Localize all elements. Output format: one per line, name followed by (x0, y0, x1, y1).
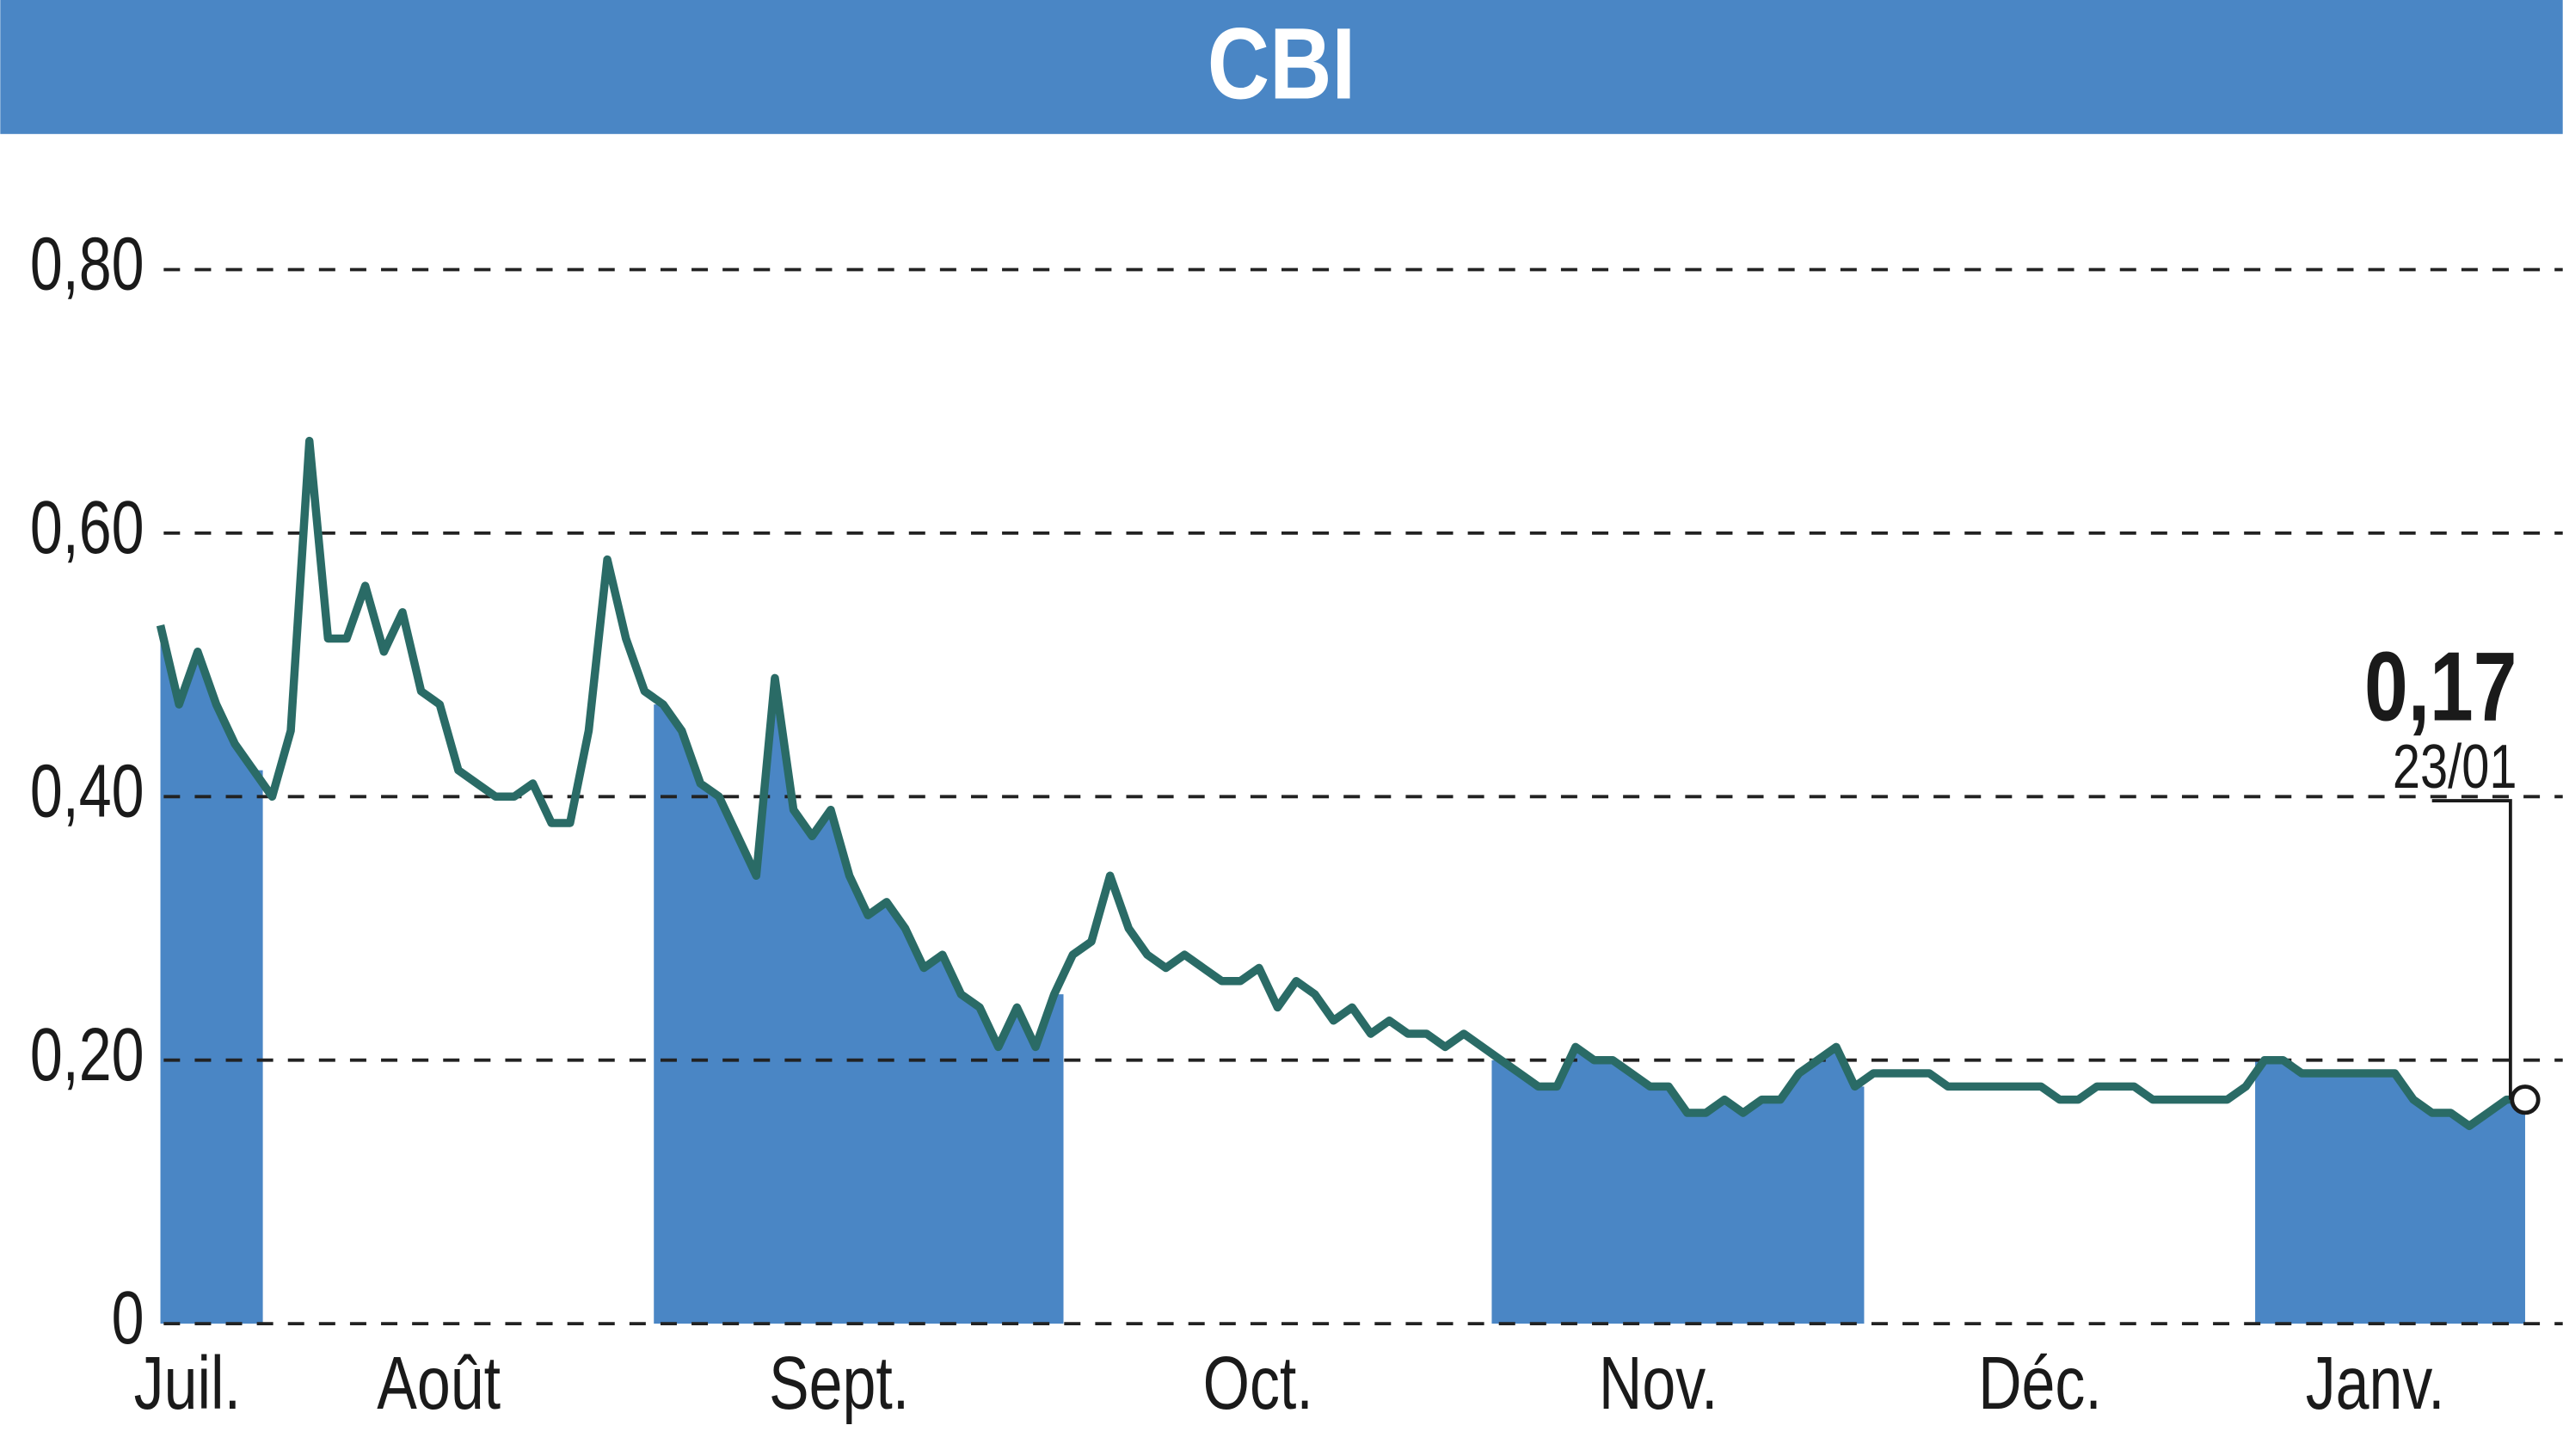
x-tick-label: Juil. (134, 1341, 241, 1425)
x-tick-label: Déc. (1978, 1341, 2102, 1425)
annotation-connector (2431, 799, 2512, 1100)
y-tick-label: 0,20 (30, 1012, 144, 1097)
price-line (156, 436, 2525, 1131)
month-area (160, 625, 263, 1324)
y-tick-label: 0,80 (30, 221, 144, 305)
x-tick-label: Août (377, 1341, 501, 1425)
y-tick-label: 0 (112, 1275, 144, 1360)
last-value-label: 0,17 (2364, 632, 2517, 741)
title-bar (0, 0, 2563, 134)
x-tick-label: Sept. (769, 1341, 909, 1425)
month-area (2255, 1060, 2525, 1324)
chart-title: CBI (1208, 8, 1355, 120)
x-tick-label: Oct. (1203, 1341, 1313, 1425)
x-tick-label: Janv. (2306, 1341, 2445, 1425)
y-tick-label: 0,60 (30, 485, 144, 569)
y-tick-label: 0,40 (30, 748, 144, 832)
last-date-label: 23/01 (2393, 732, 2517, 802)
x-tick-label: Nov. (1599, 1341, 1718, 1425)
month-area (654, 678, 1064, 1324)
month-area (1491, 1047, 1865, 1324)
last-point (2510, 1084, 2541, 1115)
